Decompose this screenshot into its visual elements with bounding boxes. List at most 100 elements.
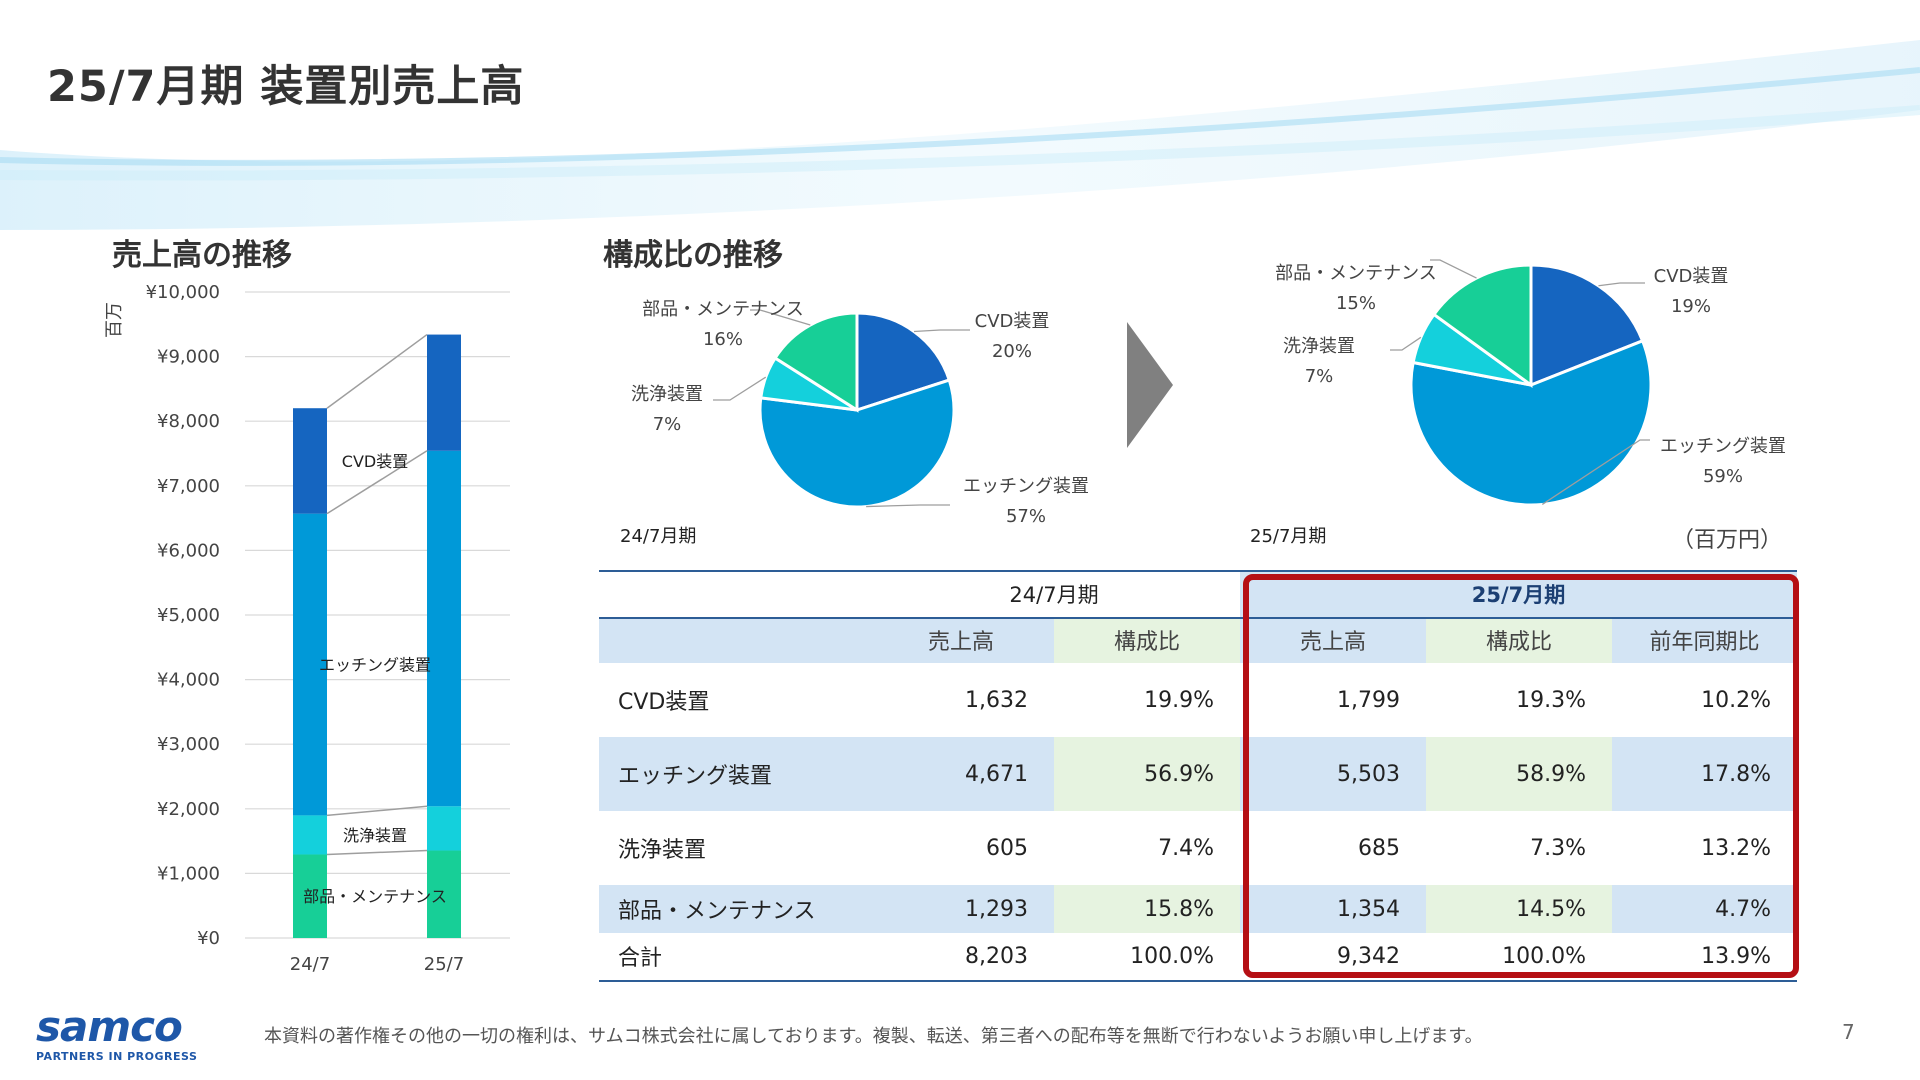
table-cell: 1,799: [1240, 663, 1426, 737]
section-title-composition-trend: 構成比の推移: [603, 238, 783, 273]
pie-label-name: 部品・メンテナンス: [1275, 263, 1437, 284]
pie-slice: [855, 311, 952, 413]
table-row-etching: エッチング装置 4,671 56.9% 5,503 58.9% 17.8%: [599, 737, 1797, 811]
y-tick-label: ¥4,000: [157, 670, 220, 691]
table-cell: 58.9%: [1426, 737, 1612, 811]
bar-segment: [293, 408, 327, 514]
table-cell: エッチング装置: [599, 737, 868, 811]
pie-label-name: エッチング装置: [1660, 436, 1786, 457]
segment-label: CVD装置: [342, 452, 408, 471]
pie-leader-line: [913, 329, 970, 333]
segment-label: エッチング装置: [319, 656, 431, 675]
table-header-rule: [599, 617, 1797, 619]
table-period-blank: [599, 571, 868, 617]
segment-label: 部品・メンテナンス: [303, 887, 447, 906]
unit-note: （百万円）: [1672, 528, 1783, 553]
table-cell: 合計: [599, 933, 868, 979]
pie-label-pct: 20%: [992, 341, 1032, 362]
logo-wordmark: samco: [36, 1002, 183, 1051]
table-period-prev: 24/7月期: [1009, 583, 1099, 607]
pie-label-pct: 15%: [1336, 293, 1376, 314]
table-cell: 685: [1240, 811, 1426, 885]
pie-label-pct: 57%: [1006, 506, 1046, 527]
sales-table: 24/7月期 25/7月期 売上高 構成比 売上高 構成比 前年同期比 CVD装…: [599, 571, 1797, 979]
y-tick-label: ¥1,000: [157, 863, 220, 884]
pie-leader-line: [1430, 259, 1477, 279]
table-row-parts: 部品・メンテナンス 1,293 15.8% 1,354 14.5% 4.7%: [599, 885, 1797, 933]
table-cell: 14.5%: [1426, 885, 1612, 933]
y-tick-label: ¥0: [197, 928, 220, 949]
table-row-cvd: CVD装置 1,632 19.9% 1,799 19.3% 10.2%: [599, 663, 1797, 737]
pie-leader-line: [1541, 439, 1650, 506]
pie-label-pct: 7%: [1305, 366, 1334, 387]
table-cell: 19.3%: [1426, 663, 1612, 737]
table-cell: 7.4%: [1054, 811, 1240, 885]
table-cell: 8,203: [868, 933, 1054, 979]
pie-label-name: エッチング装置: [963, 476, 1089, 497]
pie-label-name: 洗浄装置: [631, 384, 703, 405]
table-cell: 605: [868, 811, 1054, 885]
pie-period-label-curr: 25/7月期: [1250, 526, 1327, 547]
y-axis-label: 百万: [104, 302, 125, 338]
series-connector-line: [326, 333, 428, 409]
bar-segment: [427, 334, 461, 451]
page-title: 25/7月期 装置別売上高: [47, 62, 525, 112]
segment-label: 洗浄装置: [343, 826, 407, 845]
pie-label-name: 部品・メンテナンス: [642, 299, 804, 320]
y-tick-label: ¥3,000: [157, 734, 220, 755]
y-tick-label: ¥10,000: [146, 282, 220, 303]
table-cell: 1,632: [868, 663, 1054, 737]
table-cell: 15.8%: [1054, 885, 1240, 933]
table-cell: 9,342: [1240, 933, 1426, 979]
table-cell: 13.2%: [1612, 811, 1797, 885]
table-top-rule: [599, 570, 1797, 572]
pie-slice: [758, 378, 956, 509]
series-connector-line: [326, 849, 428, 856]
table-period-curr: 25/7月期: [1240, 571, 1797, 617]
series-connector-line: [326, 450, 428, 515]
bar-segment: [293, 854, 327, 938]
table-cell: 4,671: [868, 737, 1054, 811]
table-cell: CVD装置: [599, 663, 868, 737]
table-cell: 7.3%: [1426, 811, 1612, 885]
pie-label-name: CVD装置: [975, 311, 1050, 332]
stacked-bar-chart: 百万 ¥0 ¥1,000 ¥2,000 ¥3,000 ¥4,000 ¥5,000 ¥6,000…: [104, 282, 510, 975]
pie-slice: [1529, 263, 1645, 388]
table-cell: 19.9%: [1054, 663, 1240, 737]
table-cell: 1,293: [868, 885, 1054, 933]
bar-segment: [427, 450, 461, 807]
table-period-row: 24/7月期 25/7月期: [599, 571, 1797, 617]
table-header-cell: [599, 617, 868, 663]
y-tick-label: ¥5,000: [157, 605, 220, 626]
pie-label-pct: 19%: [1671, 296, 1711, 317]
table-cell: 5,503: [1240, 737, 1426, 811]
pie-label-name: 洗浄装置: [1283, 336, 1355, 357]
pie-label-pct: 7%: [653, 414, 682, 435]
pie-leader-line: [1598, 282, 1645, 287]
series-connector-line: [326, 805, 428, 817]
x-tick-label: 25/7: [424, 954, 464, 975]
table-header-cell: 売上高: [1240, 617, 1426, 663]
y-tick-label: ¥2,000: [157, 799, 220, 820]
samco-logo: samco PARTNERS IN PROGRESS: [36, 1002, 197, 1064]
table-cell: 1,354: [1240, 885, 1426, 933]
table-row-cleaning: 洗浄装置 605 7.4% 685 7.3% 13.2%: [599, 811, 1797, 885]
table-header-cell: 売上高: [868, 617, 1054, 663]
pie-label-pct: 16%: [703, 329, 743, 350]
table-row-total: 合計 8,203 100.0% 9,342 100.0% 13.9%: [599, 933, 1797, 979]
pie-label-pct: 59%: [1703, 466, 1743, 487]
table-cell: 4.7%: [1612, 885, 1797, 933]
table-cell: 56.9%: [1054, 737, 1240, 811]
pie-leader-line: [750, 309, 811, 326]
pie-chart-24-7: CVD装置 20% エッチング装置 57% 洗浄装置 7% 部品・メンテナンス 16%: [631, 299, 1089, 527]
table-cell: 17.8%: [1612, 737, 1797, 811]
table-cell: 13.9%: [1612, 933, 1797, 979]
table-header-row: 売上高 構成比 売上高 構成比 前年同期比: [599, 617, 1797, 663]
table-header-cell: 構成比: [1054, 617, 1240, 663]
y-tick-label: ¥7,000: [157, 476, 220, 497]
y-tick-label: ¥6,000: [157, 540, 220, 561]
page-number: 7: [1842, 1020, 1855, 1044]
copyright-disclaimer: 本資料の著作権その他の一切の権利は、サムコ株式会社に属しております。複製、転送、…: [264, 1026, 1483, 1047]
table-cell: 100.0%: [1054, 933, 1240, 979]
table-cell: 100.0%: [1426, 933, 1612, 979]
